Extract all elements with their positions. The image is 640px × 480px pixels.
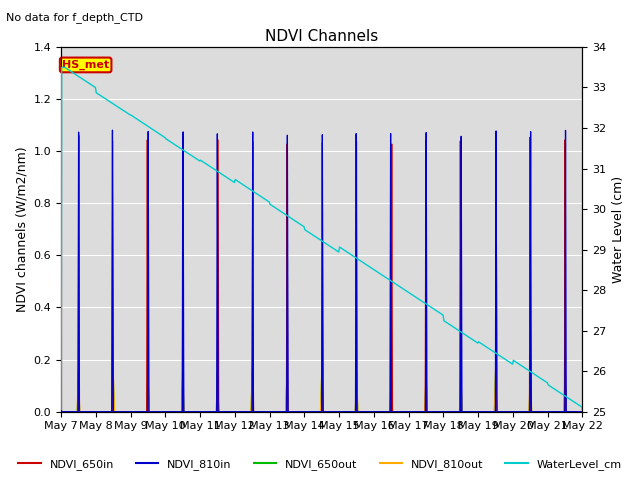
Text: No data for f_depth_CTD: No data for f_depth_CTD — [6, 12, 143, 23]
Title: NDVI Channels: NDVI Channels — [265, 29, 378, 44]
Y-axis label: NDVI channels (W/m2/nm): NDVI channels (W/m2/nm) — [15, 146, 28, 312]
Y-axis label: Water Level (cm): Water Level (cm) — [612, 176, 625, 283]
Legend: NDVI_650in, NDVI_810in, NDVI_650out, NDVI_810out, WaterLevel_cm: NDVI_650in, NDVI_810in, NDVI_650out, NDV… — [14, 455, 626, 474]
Text: HS_met: HS_met — [62, 60, 109, 70]
